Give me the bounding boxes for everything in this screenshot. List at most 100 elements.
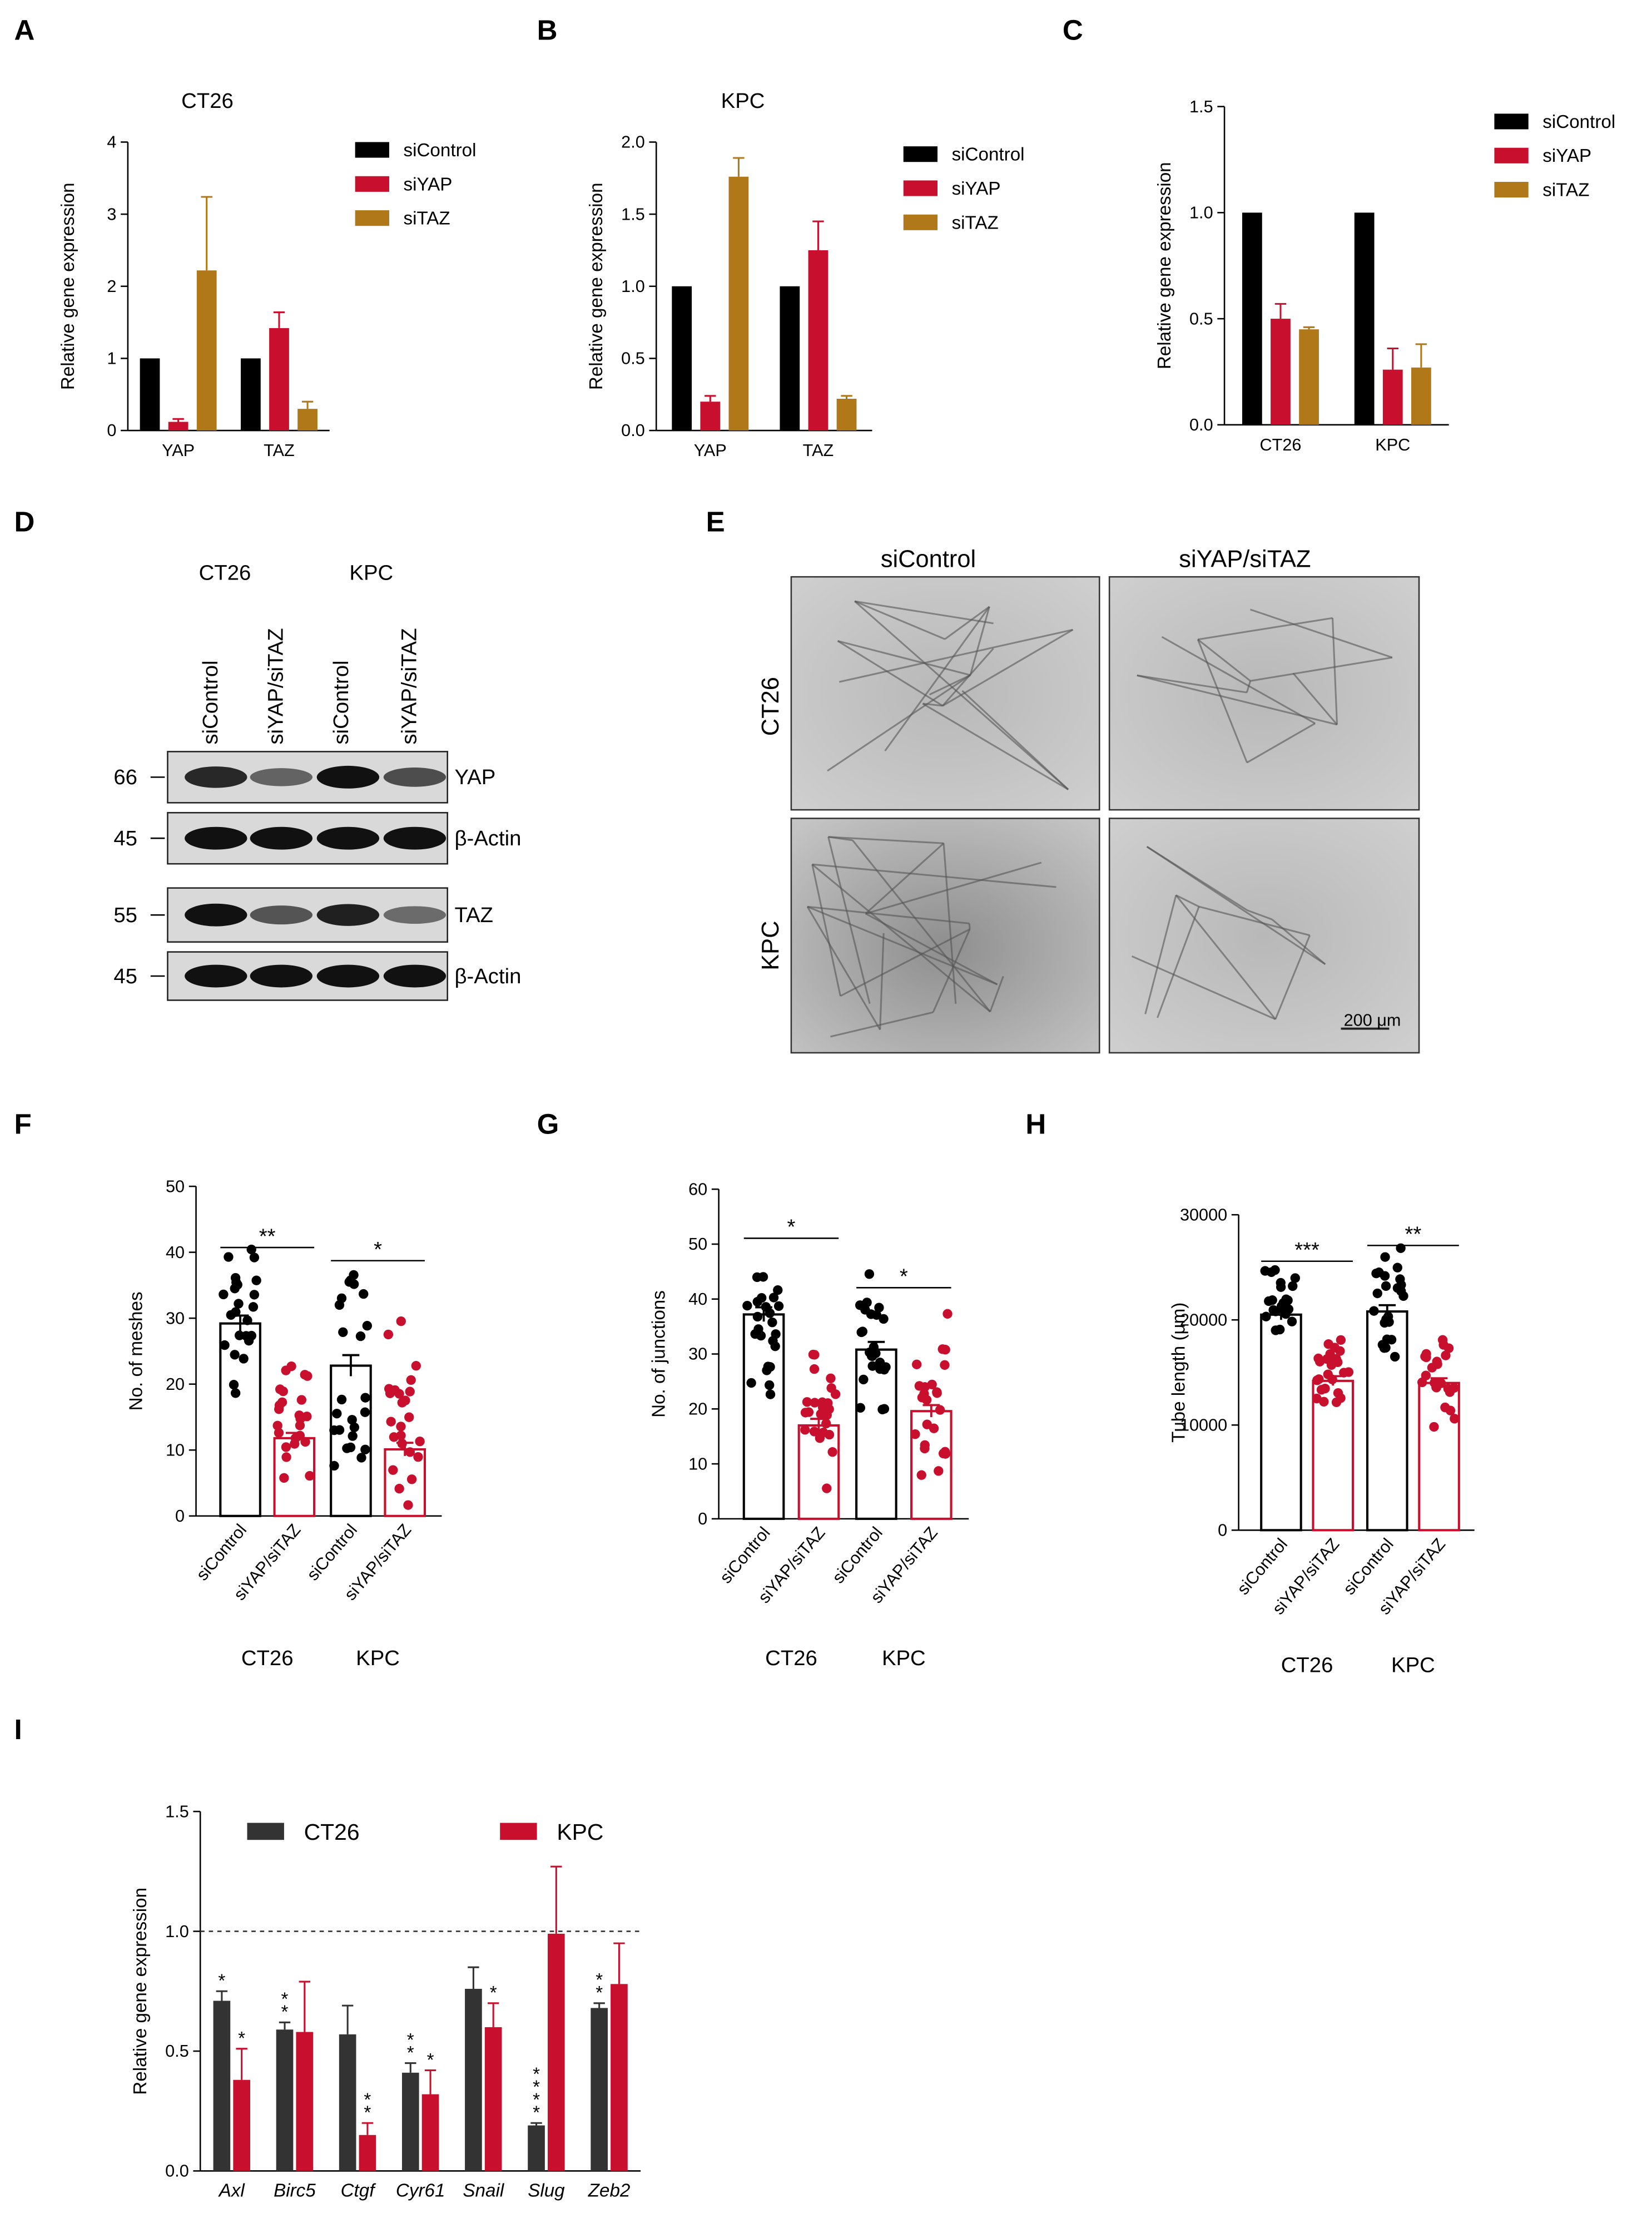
I-sig-star: * xyxy=(281,2002,289,2023)
G-data-point xyxy=(855,1403,866,1413)
G-data-point xyxy=(826,1383,836,1393)
A-bar xyxy=(297,409,317,431)
F-data-point xyxy=(295,1414,305,1424)
F-data-point xyxy=(286,1361,296,1371)
tube-segment xyxy=(922,702,1069,790)
F-data-point xyxy=(230,1350,240,1360)
F-data-point xyxy=(360,1444,370,1454)
F-data-point xyxy=(355,1331,366,1341)
F-data-point xyxy=(231,1307,241,1317)
C-legend-swatch xyxy=(1494,113,1529,130)
F-data-point xyxy=(305,1470,315,1481)
B-title: KPC xyxy=(721,89,765,113)
panel-label-i: I xyxy=(14,1714,22,1745)
tube-segment xyxy=(942,628,1074,707)
F-data-point xyxy=(302,1371,312,1381)
blot-group-kpc: KPC xyxy=(349,561,393,585)
G-data-point xyxy=(750,1329,760,1339)
F-data-point xyxy=(290,1433,300,1443)
chart-b: 0.0 0.5 1.0 1.5 2.0 Relative gene expression K… xyxy=(586,89,1024,460)
blot-band xyxy=(316,826,380,850)
A-bar xyxy=(241,358,261,431)
G-data-point xyxy=(916,1470,926,1480)
F-xtick-label: siControl xyxy=(303,1521,361,1584)
G-sig-stars: * xyxy=(787,1215,796,1239)
tube-segment xyxy=(1247,909,1273,920)
F-ytick-label: 10 xyxy=(166,1440,185,1459)
A-ytick-label: 2 xyxy=(107,277,116,296)
I-xtick-label: Ctgf xyxy=(341,2180,377,2201)
tube-segment xyxy=(827,836,871,1004)
H-group-label: CT26 xyxy=(1281,1653,1333,1677)
F-data-point xyxy=(406,1474,417,1484)
C-bar xyxy=(1382,369,1403,425)
B-xtick-label: YAP xyxy=(694,441,727,460)
C-ylabel: Relative gene expression xyxy=(1154,162,1175,369)
tube-segment xyxy=(830,1011,934,1038)
I-legend-swatch xyxy=(247,1823,284,1840)
H-data-point xyxy=(1382,1334,1392,1344)
A-bar xyxy=(168,422,188,431)
I-sig-star: * xyxy=(238,2028,245,2049)
F-data-point xyxy=(332,1408,342,1419)
G-data-point xyxy=(765,1389,776,1399)
C-xtick-label: KPC xyxy=(1375,435,1410,454)
H-bar xyxy=(1260,1313,1302,1532)
tube-segment xyxy=(1144,895,1177,1014)
B-ytick-label: 0.5 xyxy=(621,349,645,368)
blot-band xyxy=(185,826,247,850)
F-data-point xyxy=(338,1327,348,1338)
I-ytick-label: 1.0 xyxy=(165,1922,189,1941)
B-ytick-label: 1.5 xyxy=(621,205,645,224)
G-ytick-label: 50 xyxy=(688,1235,707,1254)
F-xtick-label: siControl xyxy=(192,1521,250,1584)
B-bar xyxy=(808,250,829,431)
blot-band xyxy=(316,765,380,789)
F-data-point xyxy=(383,1329,394,1340)
tube-network xyxy=(806,600,1393,1038)
tube-segment xyxy=(1292,672,1338,725)
C-legend-swatch xyxy=(1494,147,1529,164)
A-xtick-label: TAZ xyxy=(264,441,295,460)
I-bar xyxy=(213,2001,231,2171)
B-bar xyxy=(780,286,800,431)
H-data-point xyxy=(1429,1422,1439,1432)
B-ytick-label: 1.0 xyxy=(621,277,645,296)
H-data-point xyxy=(1267,1295,1277,1305)
G-data-point xyxy=(932,1387,942,1397)
I-ylabel: Relative gene expression xyxy=(130,1888,151,2095)
G-data-point xyxy=(768,1293,779,1303)
A-title: CT26 xyxy=(181,89,234,113)
F-data-point xyxy=(230,1388,241,1398)
scale-bar-label: 200 μm xyxy=(1344,1011,1401,1029)
F-data-point xyxy=(405,1387,415,1397)
G-ytick-label: 60 xyxy=(688,1180,707,1199)
F-data-point xyxy=(329,1460,339,1471)
blot-lane-1: siControl xyxy=(199,660,222,744)
I-bar xyxy=(359,2135,376,2171)
C-bar xyxy=(1411,367,1431,425)
tube-segment xyxy=(1246,722,1316,764)
F-data-point xyxy=(362,1321,373,1331)
panel-label-g: G xyxy=(537,1108,559,1140)
C-bar xyxy=(1271,319,1291,425)
panel-label-f: F xyxy=(14,1108,32,1140)
F-data-point xyxy=(345,1442,356,1453)
G-data-point xyxy=(910,1429,920,1439)
I-xtick-label: Axl xyxy=(218,2180,246,2201)
tube-segment xyxy=(1175,894,1276,1020)
H-sig-stars: ** xyxy=(1405,1222,1422,1246)
H-sig-stars: *** xyxy=(1294,1238,1319,1262)
A-legend-label: siTAZ xyxy=(404,209,450,229)
G-group-label: KPC xyxy=(882,1646,926,1670)
F-data-point xyxy=(396,1422,406,1432)
I-ytick-label: 1.5 xyxy=(165,1802,189,1821)
G-data-point xyxy=(935,1405,945,1415)
G-data-point xyxy=(940,1449,951,1459)
F-data-point xyxy=(396,1316,406,1326)
A-xtick-label: YAP xyxy=(162,441,195,460)
I-sig-star: * xyxy=(490,1983,497,2003)
G-sig-stars: * xyxy=(900,1265,908,1289)
H-data-point xyxy=(1380,1252,1390,1262)
